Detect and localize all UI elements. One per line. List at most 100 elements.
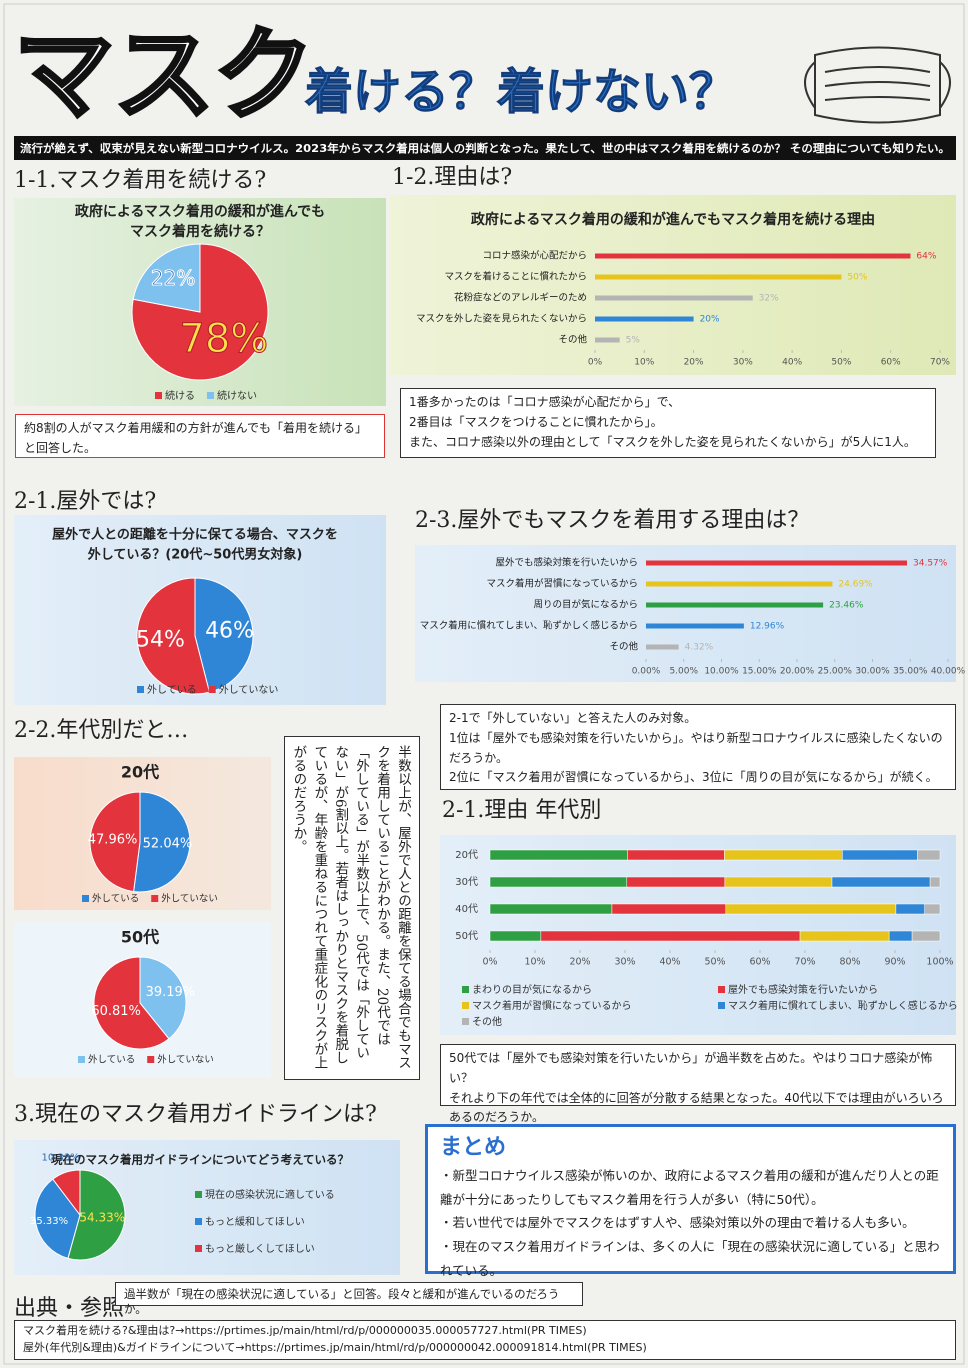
panel — [415, 545, 956, 682]
callout-line: 50代では「屋外でも感染対策を行いたいから」が過半数を占めた。やはりコロナ感染が… — [449, 1051, 933, 1085]
x-tick-label: 20% — [569, 957, 590, 968]
data-label: 24.69% — [838, 580, 873, 590]
legend-label: 外していない — [161, 893, 218, 905]
bar-segment — [888, 930, 913, 942]
pie-slice — [131, 243, 269, 381]
summary-title: まとめ — [440, 1135, 507, 1160]
bar — [646, 623, 744, 629]
category-label: 周りの目が気になるから — [533, 599, 638, 611]
pie-slice — [139, 956, 187, 1040]
legend-swatch — [718, 986, 725, 993]
category-label: 40代 — [455, 903, 478, 915]
bar-segment — [895, 903, 925, 915]
bar-segment — [831, 876, 931, 888]
category-label: 50代 — [455, 930, 478, 942]
category-label: マスクを着けることに慣れたから — [444, 271, 587, 283]
source-line: 屋外(年代別&理由)&ガイドラインについて→https://prtimes.jp… — [23, 1340, 647, 1354]
data-label: 46% — [205, 619, 254, 644]
x-tick-label: 40% — [659, 957, 680, 968]
x-tick-label: 15.00% — [742, 667, 777, 677]
summary-item: ・若い世代では屋外でマスクをはずす人や、感染対策以外の理由で着ける人も多い。 — [440, 1215, 915, 1231]
section-heading: 2-3.屋外でもマスクを着用する理由は？ — [415, 508, 809, 533]
x-tick-label: 70% — [930, 358, 950, 368]
x-tick-label: 20.00% — [780, 667, 815, 677]
title-main: マスク — [14, 16, 314, 133]
callout: 50代では「屋外でも感染対策を行いたいから」が過半数を占めた。やはりコロナ感染が… — [440, 1044, 956, 1124]
bar-segment — [627, 849, 725, 861]
legend-swatch — [82, 895, 89, 902]
section-heading: 3.現在のマスク着用ガイドラインは? — [14, 1102, 377, 1127]
legend-label: 外している — [88, 1054, 135, 1066]
x-tick-label: 35.00% — [893, 667, 928, 677]
data-label: 32% — [759, 294, 779, 304]
chart-title: 政府によるマスク着用の緩和が進んでもマスク着用を続ける理由 — [471, 211, 875, 228]
legend-label: 続けない — [217, 389, 257, 402]
bar-segment — [725, 903, 897, 915]
note: 約8割の人がマスク着用緩和の方針が進んでも「着用を続ける」と回答した。 — [15, 414, 385, 458]
x-tick-label: 30.00% — [855, 667, 890, 677]
bar — [595, 274, 842, 280]
legend-swatch — [151, 895, 159, 902]
pie-slice — [89, 791, 141, 893]
x-tick-label: 90% — [884, 957, 905, 968]
callout-line: 2番目は「マスクをつけることに慣れたから」。 — [409, 414, 663, 429]
x-tick-label: 5.00% — [669, 667, 698, 677]
data-label: 54.33% — [79, 1211, 125, 1225]
summary-item: ・新型コロナウイルス感染が怖いのか、政府によるマスク着用の緩和が進んだり人との距… — [440, 1167, 939, 1207]
x-tick-label: 10% — [634, 358, 654, 368]
x-tick-label: 50% — [704, 957, 725, 968]
bar-segment — [489, 849, 628, 861]
pie-slice — [194, 577, 254, 693]
legend-swatch — [195, 1245, 202, 1252]
category-label: マスクを外した姿を見られたくないから — [416, 313, 587, 325]
x-tick-label: 10% — [524, 957, 545, 968]
legend-swatch — [207, 392, 214, 399]
bar-segment — [799, 930, 890, 942]
category-label: マスク着用が習慣になっているから — [486, 578, 638, 590]
callout-line: 1番多かったのは「コロナ感染が心配だから」で、 — [409, 395, 681, 409]
legend-swatch — [147, 1056, 155, 1063]
sources-box: マスク着用を続ける?&理由は?→https://prtimes.jp/main/… — [14, 1320, 956, 1360]
chart-title: 50代 — [121, 928, 159, 947]
x-tick-label: 0% — [482, 957, 497, 968]
category-label: その他 — [558, 334, 587, 346]
chart-title: マスク着用を続ける？ — [130, 223, 270, 240]
bar-segment — [611, 903, 727, 915]
x-tick-label: 70% — [794, 957, 815, 968]
data-label: 64% — [916, 252, 936, 262]
callout: 1番多かったのは「コロナ感染が心配だから」で、 2番目は「マスクをつけることに慣… — [400, 388, 936, 458]
bar — [646, 560, 908, 566]
data-label: 54% — [136, 627, 185, 652]
data-label: 10.33% — [42, 1152, 80, 1163]
chart-title: 政府によるマスク着用の緩和が進んでも — [75, 203, 325, 220]
bar-segment — [489, 876, 628, 888]
title-sub: 着ける？着けない？ — [304, 64, 737, 120]
legend-label: 屋外でも感染対策を行いたいから — [728, 983, 878, 996]
x-tick-label: 10.00% — [704, 667, 739, 677]
data-label: 47.96% — [88, 833, 138, 848]
page-border — [3, 3, 965, 1365]
bar-segment — [724, 876, 833, 888]
category-label: その他 — [609, 641, 638, 653]
pie-slice — [67, 1169, 126, 1261]
chart-title: 現在のマスク着用ガイドラインについてどう考えている？ — [51, 1153, 349, 1167]
pie-slice — [93, 956, 170, 1050]
lead-banner — [14, 136, 956, 160]
section-heading: 1-1.マスク着用を続ける? — [14, 168, 266, 193]
section-heading: 2-1.屋外では? — [14, 489, 156, 514]
legend-swatch — [78, 1056, 85, 1063]
data-label: 23.46% — [829, 601, 864, 611]
bar-segment — [724, 849, 843, 861]
bar-segment — [626, 876, 726, 888]
vertical-callout: 半数以上が、屋外で人との距離を保てる場合でもマスクを着用していることがわかる。ま… — [284, 736, 420, 1080]
bar-segment — [489, 930, 542, 942]
data-label: 78% — [179, 316, 268, 362]
data-label: 4.32% — [685, 643, 714, 653]
bar-segment — [842, 849, 918, 861]
bar — [595, 316, 694, 322]
bar — [595, 295, 753, 301]
bar-segment — [489, 903, 613, 915]
x-tick-label: 20% — [684, 358, 704, 368]
data-label: 52.04% — [143, 836, 193, 851]
